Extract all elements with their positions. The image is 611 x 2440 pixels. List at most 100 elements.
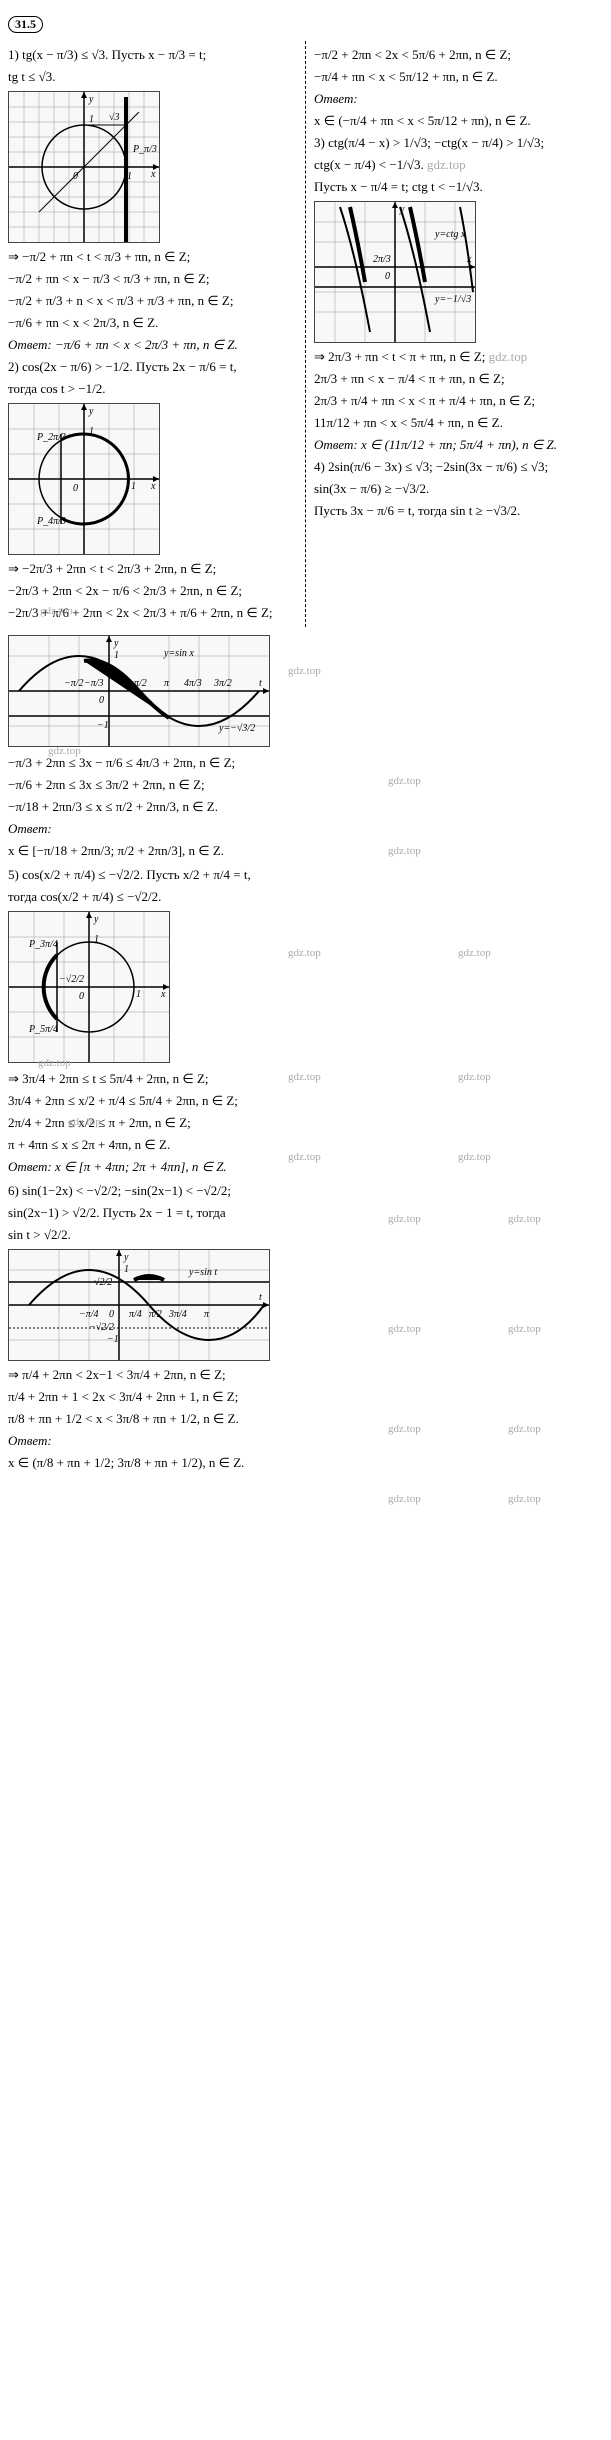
svg-text:P_3π/4: P_3π/4 [28,939,58,950]
p1-ans: Ответ: −π/6 + πn < x < 2π/3 + πn, n ∈ Z. [8,337,297,353]
wm14: gdz.top [458,1151,491,1163]
svg-text:y=ctg x: y=ctg x [434,229,466,240]
svg-text:y: y [113,638,119,649]
wm6: gdz.top [388,775,421,787]
wm: gdz.top [40,605,73,617]
svg-text:0: 0 [109,1309,114,1320]
p5-stmt: 5) cos(x/2 + π/4) ≤ −√2/2. Пусть x/2 + π… [8,867,603,883]
svg-text:0: 0 [79,991,84,1002]
problem-badge: 31.5 [8,16,43,33]
p2-d2: −2π/3 + 2πn < 2x − π/6 < 2π/3 + 2πn, n ∈… [8,583,297,599]
svg-text:−π/4: −π/4 [79,1309,99,1320]
wm15b: gdz.top [508,1213,541,1225]
svg-text:3π/2: 3π/2 [213,678,232,689]
p4-d1: sin(3x − π/6) ≥ −√3/2. [314,481,603,497]
svg-text:y: y [399,204,405,215]
svg-text:√3: √3 [109,112,120,123]
wm4: gdz.top [288,665,321,677]
svg-text:P_π/3: P_π/3 [132,144,157,155]
wm19: gdz.top [508,1423,541,1435]
svg-text:3π/4: 3π/4 [168,1309,187,1320]
svg-text:1: 1 [89,426,94,437]
p4-ansl: Ответ: [8,821,603,837]
p6-ans: x ∈ (π/8 + πn + 1/2; 3π/8 + πn + 1/2), n… [8,1455,603,1471]
p1-d2: −π/2 + πn < x − π/3 < π/3 + πn, n ∈ Z; [8,271,297,287]
svg-text:P_4π/3: P_4π/3 [36,516,66,527]
p4-d4: −π/6 + 2πn ≤ 3x ≤ 3π/2 + 2πn, n ∈ Z; [8,777,603,793]
p2-sub: тогда cos t > −1/2. [8,381,297,397]
svg-text:π/2: π/2 [149,1309,162,1320]
svg-text:1: 1 [131,481,136,492]
wm15: gdz.top [388,1213,421,1225]
graph-sin: yt0 1−1 −π/2−π/3 π/2π4π/33π/2 y=sin xy=−… [8,635,270,747]
p5-sub: тогда cos(x/2 + π/4) ≤ −√2/2. [8,889,603,905]
svg-text:y=−√3/2: y=−√3/2 [218,723,255,734]
svg-text:1: 1 [94,934,99,945]
p3-d4: 2π/3 + πn < x − π/4 < π + πn, n ∈ Z; [314,371,603,387]
svg-text:y: y [88,406,94,417]
p4-d3: −π/3 + 2πn ≤ 3x − π/6 ≤ 4π/3 + 2πn, n ∈ … [8,755,603,771]
p6-d4: π/4 + 2πn + 1 < 2x < 3π/4 + 2πn + 1, n ∈… [8,1389,603,1405]
svg-text:−1: −1 [107,1334,119,1345]
wm17: gdz.top [508,1323,541,1335]
p4-d2: Пусть 3x − π/6 = t, тогда sin t ≥ −√3/2. [314,503,603,519]
p5-d2: 3π/4 + 2πn ≤ x/2 + π/4 ≤ 5π/4 + 2πn, n ∈… [8,1093,603,1109]
graph-ctg: yx0 2π/3y=ctg xy=−1/√3 [314,201,476,343]
p1-d1: ⇒ −π/2 + πn < t < π/3 + πn, n ∈ Z; [8,249,297,265]
p1-d3: −π/2 + π/3 + n < x < π/3 + π/3 + πn, n ∈… [8,293,297,309]
p1r-ans: x ∈ (−π/4 + πn < x < 5π/12 + πn), n ∈ Z. [314,113,603,129]
svg-text:√2/2: √2/2 [94,1277,112,1288]
svg-text:−1: −1 [97,720,109,731]
svg-text:y: y [123,1252,129,1263]
svg-text:π/2: π/2 [134,678,147,689]
wm9: gdz.top [458,947,491,959]
svg-text:P_2π/3: P_2π/3 [36,432,66,443]
svg-text:4π/3: 4π/3 [184,678,202,689]
svg-text:0: 0 [385,271,390,282]
svg-text:1: 1 [124,1264,129,1275]
p6-d2: sin t > √2/2. [8,1227,603,1243]
svg-text:y=−1/√3: y=−1/√3 [434,294,471,305]
p1r-d2: −π/4 + πn < x < 5π/12 + πn, n ∈ Z. [314,69,603,85]
wm20: gdz.top [388,1493,421,1505]
p6-d3: ⇒ π/4 + 2πn < 2x−1 < 3π/4 + 2πn, n ∈ Z; [8,1367,603,1383]
wm10: gdz.top [288,1071,321,1083]
svg-text:−π/2: −π/2 [64,678,84,689]
svg-text:−√2/2: −√2/2 [59,974,84,985]
p1-stmt: 1) tg(x − π/3) ≤ √3. Пусть x − π/3 = t; [8,47,297,63]
p4-ans: x ∈ [−π/18 + 2πn/3; π/2 + 2πn/3], n ∈ Z. [8,843,603,859]
svg-text:y=sin x: y=sin x [163,648,194,659]
p1r-ansl: Ответ: [314,91,603,107]
svg-text:2π/3: 2π/3 [373,254,391,265]
svg-text:0: 0 [99,695,104,706]
svg-text:−√2/2: −√2/2 [89,1322,114,1333]
svg-text:1: 1 [136,989,141,1000]
wm8: gdz.top [288,947,321,959]
svg-text:1: 1 [127,171,132,182]
svg-text:−π/3: −π/3 [84,678,104,689]
p1r-d1: −π/2 + 2πn < 2x < 5π/6 + 2πn, n ∈ Z; [314,47,603,63]
wm5: gdz.top [48,745,81,757]
wm12: gdz.top [68,1116,101,1128]
p3-b: ctg(x − π/4) < −1/√3. gdz.top [314,157,603,173]
p3-d6: 11π/12 + πn < x < 5π/4 + πn, n ∈ Z. [314,415,603,431]
p4-d5: −π/18 + 2πn/3 ≤ x ≤ π/2 + 2πn/3, n ∈ Z. [8,799,603,815]
svg-text:t: t [259,678,262,689]
svg-text:P_5π/4: P_5π/4 [28,1024,58,1035]
svg-text:1: 1 [114,650,119,661]
svg-text:t: t [259,1292,262,1303]
p4-stmt: 4) 2sin(π/6 − 3x) ≤ √3; −2sin(3x − π/6) … [314,459,603,475]
graph-tan: 1√3 P_π/3xy 01 [8,91,160,243]
svg-text:y: y [88,94,94,105]
svg-text:1: 1 [89,114,94,125]
p6-ansl: Ответ: [8,1433,603,1449]
wm7: gdz.top [388,845,421,857]
wm11: gdz.top [458,1071,491,1083]
p1-d4: −π/6 + πn < x < 2π/3, n ∈ Z. [8,315,297,331]
svg-text:x: x [150,169,156,180]
graph-cos2: yx0 11 −√2/2P_3π/4P_5π/4 [8,911,170,1063]
p1-sub: tg t ≤ √3. [8,69,297,85]
graph-cos: yx0 P_2π/3P_4π/3 11 [8,403,160,555]
p2-d1: ⇒ −2π/3 + 2πn < t < 2π/3 + 2πn, n ∈ Z; [8,561,297,577]
p3-d5: 2π/3 + π/4 + πn < x < π + π/4 + πn, n ∈ … [314,393,603,409]
